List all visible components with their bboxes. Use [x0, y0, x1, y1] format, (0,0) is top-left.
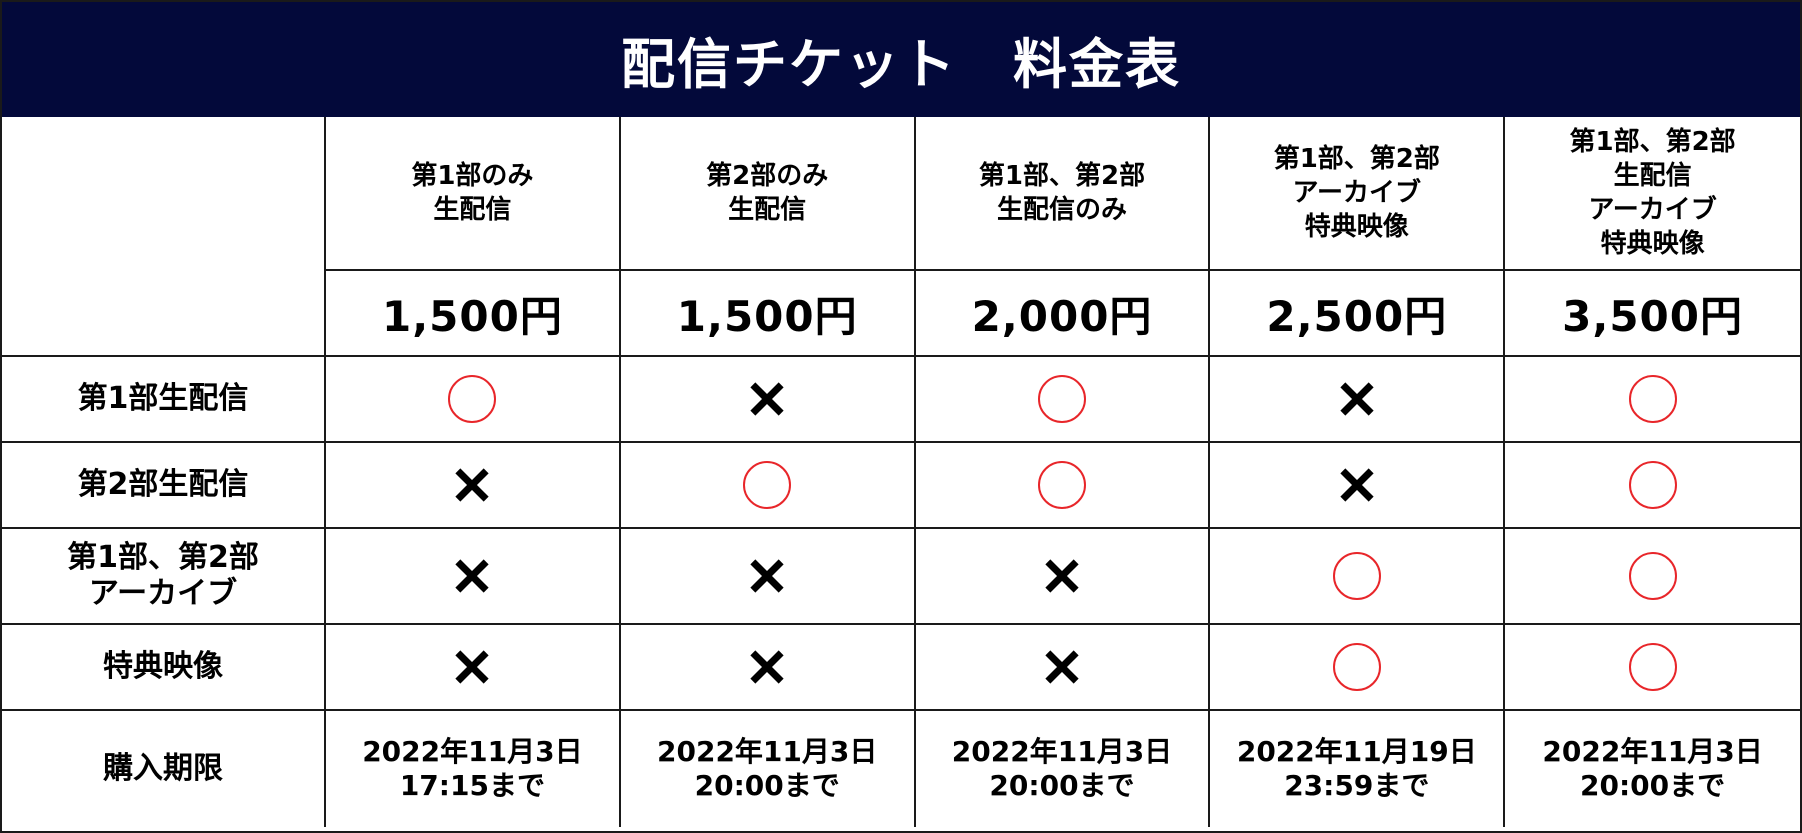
feature-mark-cell — [1210, 357, 1506, 443]
table-title: 配信チケット 料金表 — [621, 33, 1181, 96]
price-table: 第1部のみ 生配信 第2部のみ 生配信 第1部、第2部 生配信のみ 第1部、第2… — [2, 117, 1800, 831]
feature-mark-cell — [620, 443, 916, 529]
cross-mark-icon — [750, 382, 784, 416]
plan-header-2: 第2部のみ 生配信 — [620, 117, 916, 271]
feature-mark-cell — [915, 443, 1211, 529]
feature-mark-cell — [620, 625, 916, 711]
plan-name: 第1部のみ 生配信 — [411, 161, 534, 225]
circle-mark-icon — [743, 461, 792, 509]
feature-mark-cell — [915, 529, 1211, 625]
plan-price-cell-2: 1,500円 — [620, 271, 916, 357]
cross-mark-icon — [750, 559, 784, 593]
plan-price: 3,500円 — [1562, 291, 1744, 341]
feature-label-cell-3: 第1部、第2部 アーカイブ — [2, 529, 326, 625]
feature-mark-cell — [1505, 529, 1800, 625]
plan-name: 第2部のみ 生配信 — [706, 161, 829, 225]
feature-mark-cell — [326, 443, 621, 529]
cross-mark-icon — [750, 650, 784, 684]
feature-mark-cell — [1210, 443, 1506, 529]
feature-mark-cell — [1505, 625, 1800, 711]
table-title-bar: 配信チケット 料金表 — [2, 2, 1800, 117]
feature-mark-cell — [1210, 625, 1506, 711]
cross-mark-icon — [455, 650, 489, 684]
circle-mark-icon — [1332, 643, 1381, 691]
feature-mark-cell — [326, 529, 621, 625]
cross-mark-icon — [1045, 650, 1079, 684]
circle-mark-icon — [1628, 552, 1677, 600]
plan-name: 第1部、第2部 生配信のみ — [978, 161, 1146, 225]
cross-mark-icon — [1340, 382, 1374, 416]
feature-label-cell-1: 第1部生配信 — [2, 357, 326, 443]
deadline-cell-1: 2022年11月3日 17:15まで — [326, 711, 621, 827]
plan-price: 1,500円 — [676, 291, 858, 341]
deadline-value: 2022年11月3日 17:15まで — [362, 735, 583, 802]
cross-mark-icon — [1340, 468, 1374, 502]
circle-mark-icon — [448, 375, 497, 423]
feature-label-cell-4: 特典映像 — [2, 625, 326, 711]
feature-label: 第1部、第2部 アーカイブ — [67, 540, 259, 611]
plan-price: 2,500円 — [1266, 291, 1448, 341]
cross-mark-icon — [455, 559, 489, 593]
plan-price-cell-1: 1,500円 — [326, 271, 621, 357]
deadline-label: 購入期限 — [103, 751, 223, 786]
plan-header-1: 第1部のみ 生配信 — [326, 117, 621, 271]
plan-price: 2,000円 — [971, 291, 1153, 341]
plan-price-cell-3: 2,000円 — [915, 271, 1211, 357]
cross-mark-icon — [455, 468, 489, 502]
feature-label: 特典映像 — [103, 649, 223, 684]
plan-name: 第1部、第2部 生配信 アーカイブ 特典映像 — [1569, 127, 1736, 259]
circle-mark-icon — [1628, 461, 1677, 509]
plan-header-4: 第1部、第2部 アーカイブ 特典映像 — [1210, 117, 1506, 271]
circle-mark-icon — [1332, 552, 1381, 600]
circle-mark-icon — [1037, 461, 1086, 509]
plan-name: 第1部、第2部 アーカイブ 特典映像 — [1273, 144, 1440, 242]
feature-label-cell-2: 第2部生配信 — [2, 443, 326, 529]
circle-mark-icon — [1628, 375, 1677, 423]
feature-mark-cell — [620, 529, 916, 625]
plan-price-cell-4: 2,500円 — [1210, 271, 1506, 357]
deadline-label-cell: 購入期限 — [2, 711, 326, 827]
deadline-cell-3: 2022年11月3日 20:00まで — [916, 711, 1211, 827]
deadline-value: 2022年11月3日 20:00まで — [951, 735, 1173, 802]
feature-mark-cell — [326, 625, 621, 711]
deadline-cell-4: 2022年11月19日 23:59まで — [1210, 711, 1506, 827]
circle-mark-icon — [1628, 643, 1677, 691]
feature-mark-cell — [1505, 443, 1800, 529]
feature-mark-cell — [915, 625, 1211, 711]
cross-mark-icon — [1045, 559, 1079, 593]
plan-price-cell-5: 3,500円 — [1505, 271, 1800, 357]
deadline-value: 2022年11月3日 20:00まで — [1542, 735, 1763, 802]
feature-label: 第1部生配信 — [77, 381, 249, 416]
deadline-cell-2: 2022年11月3日 20:00まで — [621, 711, 916, 827]
deadline-value: 2022年11月3日 20:00まで — [657, 735, 878, 802]
table-corner-cell — [2, 117, 326, 357]
deadline-value: 2022年11月19日 23:59まで — [1236, 735, 1477, 802]
feature-mark-cell — [915, 357, 1211, 443]
plan-header-5: 第1部、第2部 生配信 アーカイブ 特典映像 — [1505, 117, 1800, 271]
plan-header-3: 第1部、第2部 生配信のみ — [915, 117, 1211, 271]
feature-mark-cell — [1505, 357, 1800, 443]
feature-mark-cell — [620, 357, 916, 443]
deadline-cell-5: 2022年11月3日 20:00まで — [1505, 711, 1800, 827]
feature-mark-cell — [326, 357, 621, 443]
plan-price: 1,500円 — [381, 291, 563, 341]
feature-label: 第2部生配信 — [77, 467, 249, 502]
feature-mark-cell — [1210, 529, 1506, 625]
circle-mark-icon — [1037, 375, 1086, 423]
